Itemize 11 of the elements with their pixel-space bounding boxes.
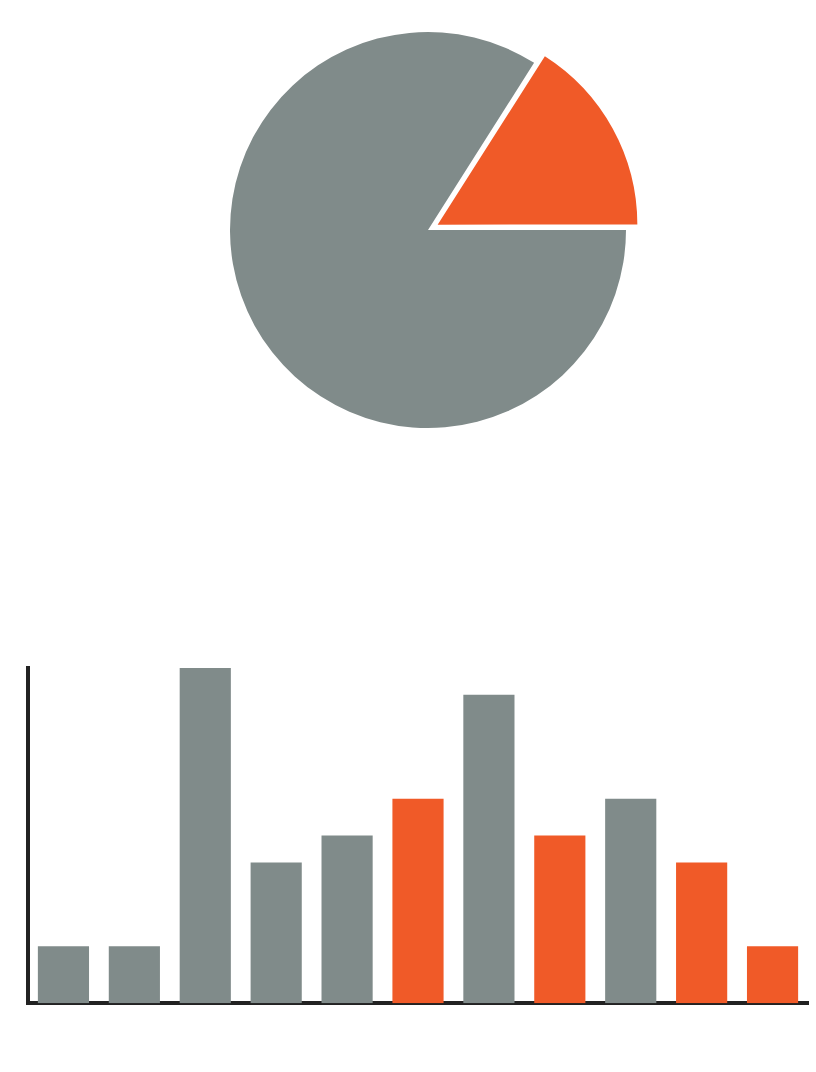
bar [746,946,799,1004]
bar [321,835,373,1004]
bar [392,798,444,1004]
bar [108,946,160,1004]
bar [605,798,657,1004]
bar [676,862,728,1004]
bar [179,668,231,1004]
bar [463,694,515,1004]
bar [250,862,302,1004]
bar [37,946,90,1004]
bar [534,835,586,1004]
